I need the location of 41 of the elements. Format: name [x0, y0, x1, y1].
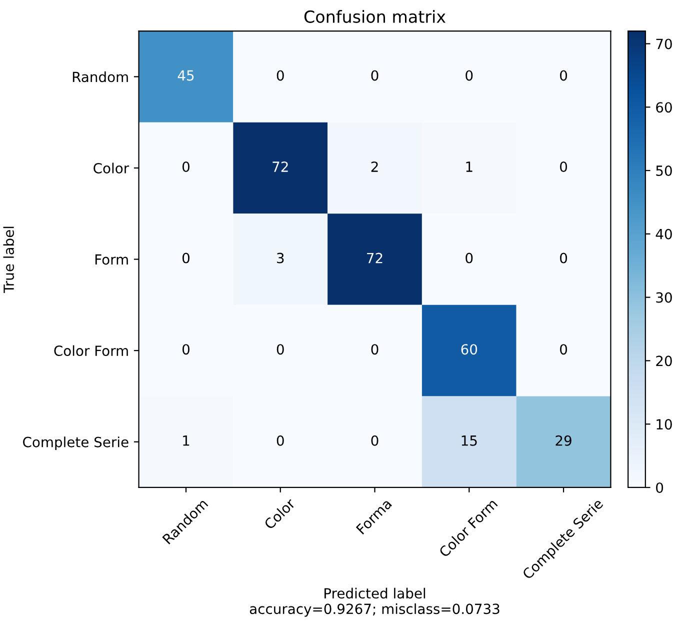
- data-label: 0: [182, 252, 190, 264]
- data-label: 15: [462, 436, 477, 446]
- data-label: 0: [276, 435, 284, 446]
- data-label: 3: [277, 252, 284, 264]
- color-bar-label: 20: [656, 356, 672, 366]
- y-tick-label: Form: [95, 254, 128, 265]
- color-bar-label: 60: [656, 102, 672, 113]
- data-label: 0: [276, 70, 284, 81]
- color-bar-label: 0: [656, 482, 664, 493]
- y-tick-label: Color: [94, 162, 130, 174]
- data-label: 72: [272, 162, 288, 172]
- y-axis-title: True label: [3, 226, 14, 294]
- y-tick-label: Color Form: [54, 345, 128, 356]
- color-bar-label: 70: [656, 38, 672, 50]
- data-label: 1: [183, 436, 190, 446]
- color-bar-label: 10: [656, 419, 672, 430]
- y-tick-label: Complete Serie: [23, 436, 128, 450]
- data-label: 0: [182, 344, 190, 355]
- data-label: 45: [178, 70, 194, 81]
- data-label: 0: [560, 344, 568, 355]
- data-label: 2: [371, 162, 378, 172]
- data-label: 29: [556, 435, 572, 446]
- color-bar-label: 50: [656, 165, 672, 176]
- data-label: 0: [560, 70, 568, 81]
- data-label: 60: [461, 344, 478, 355]
- chart-title: Confusion matrix: [304, 10, 446, 23]
- data-label: 72: [367, 252, 382, 264]
- data-label: 0: [466, 252, 473, 264]
- data-label: 0: [371, 435, 378, 446]
- color-bar-label: 40: [656, 228, 672, 240]
- data-label: 0: [466, 70, 473, 81]
- x-axis-title: Predicted label accuracy=0.9267; misclass=0.0733: [250, 588, 500, 617]
- data-label: 0: [276, 344, 284, 355]
- data-label: 0: [560, 162, 568, 172]
- data-label: 0: [371, 70, 378, 81]
- color-bar-label: 30: [656, 292, 672, 303]
- data-label: 0: [182, 162, 190, 172]
- data-label: 1: [466, 162, 472, 172]
- y-tick-label: Random: [72, 71, 128, 82]
- data-label: 0: [371, 344, 378, 355]
- data-label: 0: [560, 252, 568, 264]
